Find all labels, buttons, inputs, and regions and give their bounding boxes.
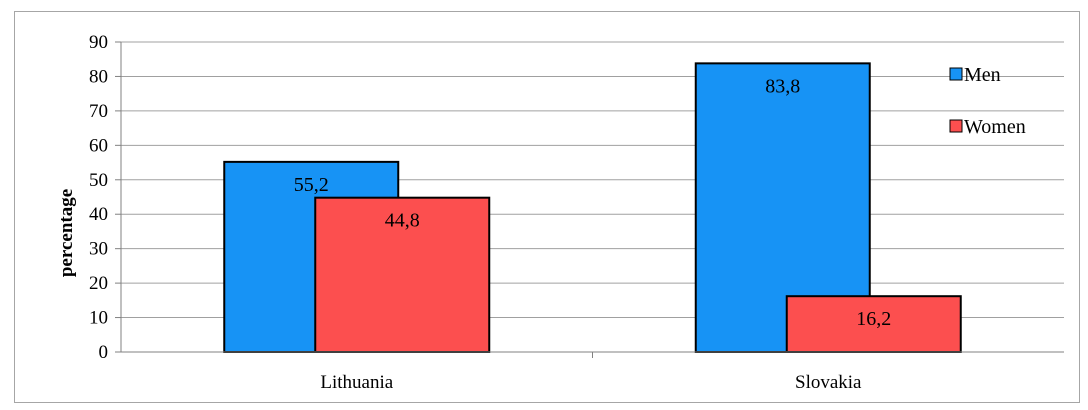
- bars: 55,2 44,8 83,8 16,2: [223, 62, 962, 354]
- legend: Men Women: [949, 64, 1026, 138]
- data-label: 55,2: [294, 174, 329, 196]
- y-tick-label: 0: [99, 342, 109, 363]
- y-tick-label: 80: [89, 66, 108, 87]
- axes: 0 10 20 30 40 50 60 70 80 90 Lithuania Slovakia: [89, 32, 1064, 393]
- y-tick-label: 90: [89, 32, 108, 53]
- data-label: 83,8: [765, 75, 800, 97]
- legend-label: Women: [964, 116, 1026, 138]
- y-tick-label: 30: [89, 239, 108, 260]
- legend-label: Men: [964, 64, 1001, 86]
- y-tick-label: 40: [89, 204, 108, 225]
- y-tick-label: 60: [89, 135, 108, 156]
- x-category-label: Lithuania: [320, 372, 393, 393]
- y-axis-title: percentage: [56, 189, 77, 277]
- legend-swatch-men: [949, 67, 963, 81]
- y-tick-label: 70: [89, 101, 108, 122]
- x-category-label: Slovakia: [795, 372, 862, 393]
- y-tick-label: 10: [89, 308, 108, 329]
- y-tick-label: 20: [89, 273, 108, 294]
- data-label: 44,8: [385, 210, 420, 232]
- legend-swatch-women: [949, 119, 963, 133]
- data-label: 16,2: [856, 308, 891, 330]
- y-tick-label: 50: [89, 170, 108, 191]
